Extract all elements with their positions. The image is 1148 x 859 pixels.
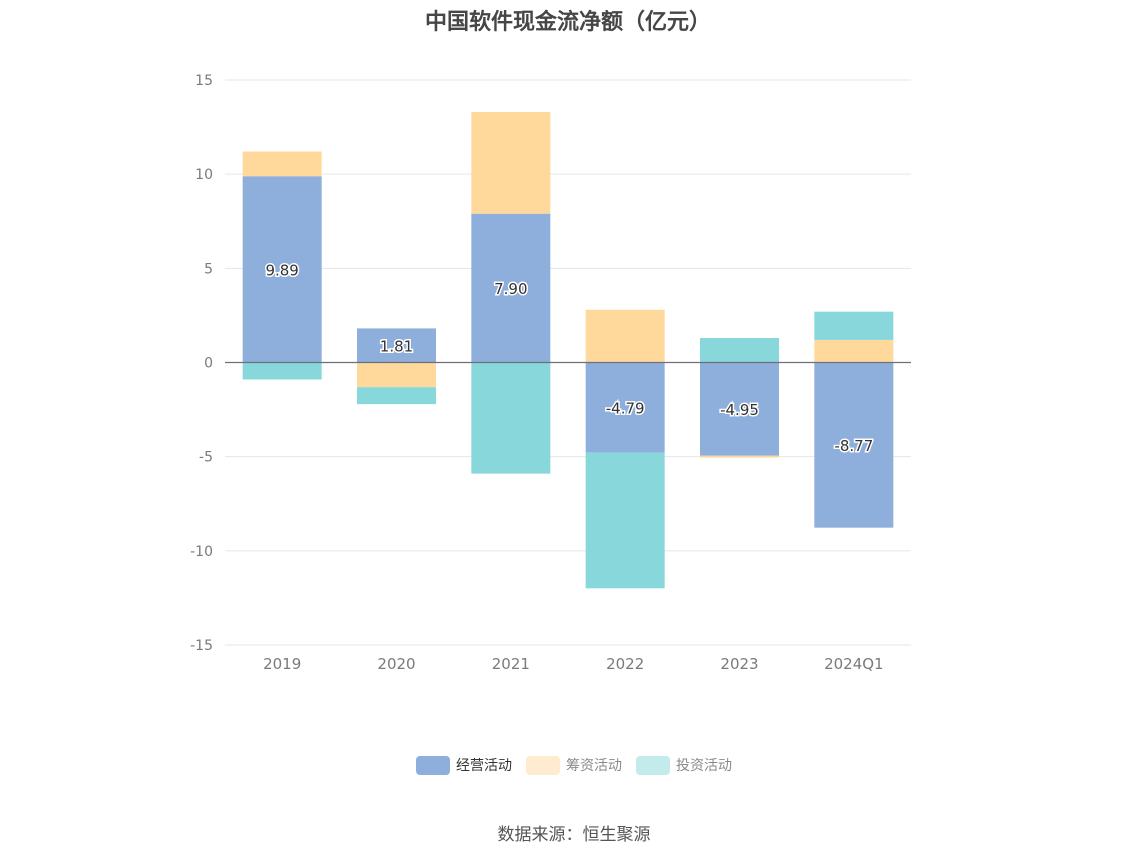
- bar-operating-2022[interactable]: [585, 362, 665, 453]
- bar-investing-2022[interactable]: [585, 452, 665, 589]
- x-axis-ticks: 2019 2020 2021 2022 2023 2024Q1: [263, 655, 884, 673]
- bar-financing-2023[interactable]: [700, 455, 779, 458]
- data-label-2022: -4.79: [606, 400, 645, 418]
- chart-title: 中国软件现金流净额（亿元）: [424, 10, 711, 35]
- bar-financing-2024Q1[interactable]: [814, 339, 894, 363]
- data-source: 数据来源：恒生聚源: [497, 825, 651, 845]
- bar-investing-2023[interactable]: [700, 338, 779, 363]
- legend-item-operating[interactable]: 经营活动: [416, 755, 512, 775]
- data-label-2020: 1.81: [380, 337, 413, 355]
- chart-plot: 15 10 5 0 -5 -10 -15 2019 2020 2021 2022 2023 2024Q…: [190, 73, 911, 673]
- legend-item-investing[interactable]: 投资活动: [636, 755, 732, 775]
- x-tick-label: 2021: [492, 655, 530, 673]
- data-label-2023: -4.95: [720, 401, 759, 419]
- bar-financing-2022[interactable]: [585, 309, 665, 363]
- y-tick-label: 0: [204, 356, 213, 372]
- legend-label-operating: 经营活动: [456, 758, 512, 774]
- y-tick-label: 15: [195, 73, 213, 89]
- bar-investing-2019[interactable]: [242, 362, 322, 380]
- bar-financing-2019[interactable]: [242, 151, 322, 177]
- x-tick-label: 2022: [606, 655, 644, 673]
- bar-investing-2020[interactable]: [357, 387, 436, 405]
- bar-investing-2021[interactable]: [471, 362, 551, 474]
- data-label-2021: 7.90: [494, 280, 527, 298]
- data-label-2019: 9.89: [265, 261, 298, 279]
- legend-swatch-investing: [636, 755, 670, 775]
- bar-operating-2019[interactable]: [242, 176, 322, 363]
- y-axis-ticks: 15 10 5 0 -5 -10 -15: [190, 73, 213, 654]
- bar-financing-2020[interactable]: [357, 362, 436, 388]
- y-tick-label: -10: [190, 544, 213, 560]
- y-tick-label: 10: [195, 167, 213, 183]
- legend-label-financing: 筹资活动: [566, 758, 622, 774]
- legend-swatch-financing: [526, 755, 560, 775]
- data-labels: 9.89 1.81 7.90 -4.79 -4.95 -8.77: [264, 260, 875, 457]
- bar-operating-2020[interactable]: [357, 328, 436, 363]
- legend: 经营活动 筹资活动 投资活动: [0, 755, 1148, 775]
- bars: [242, 112, 894, 589]
- data-label-2024Q1: -8.77: [834, 437, 873, 455]
- legend-swatch-operating: [416, 755, 450, 775]
- bar-operating-2021[interactable]: [471, 213, 551, 363]
- bar-financing-2021[interactable]: [471, 112, 551, 214]
- bar-operating-2023[interactable]: [700, 362, 779, 456]
- x-tick-label: 2020: [377, 655, 415, 673]
- legend-label-investing: 投资活动: [676, 758, 732, 774]
- bar-operating-2024Q1[interactable]: [814, 362, 894, 528]
- x-tick-label: 2019: [263, 655, 301, 673]
- y-tick-label: -15: [190, 638, 213, 654]
- legend-item-financing[interactable]: 筹资活动: [526, 755, 622, 775]
- x-tick-label: 2023: [720, 655, 758, 673]
- y-tick-label: -5: [199, 450, 213, 466]
- bar-investing-2024Q1[interactable]: [814, 311, 894, 340]
- y-tick-label: 5: [204, 261, 213, 277]
- x-tick-label: 2024Q1: [824, 655, 884, 673]
- grid-lines: [225, 79, 911, 646]
